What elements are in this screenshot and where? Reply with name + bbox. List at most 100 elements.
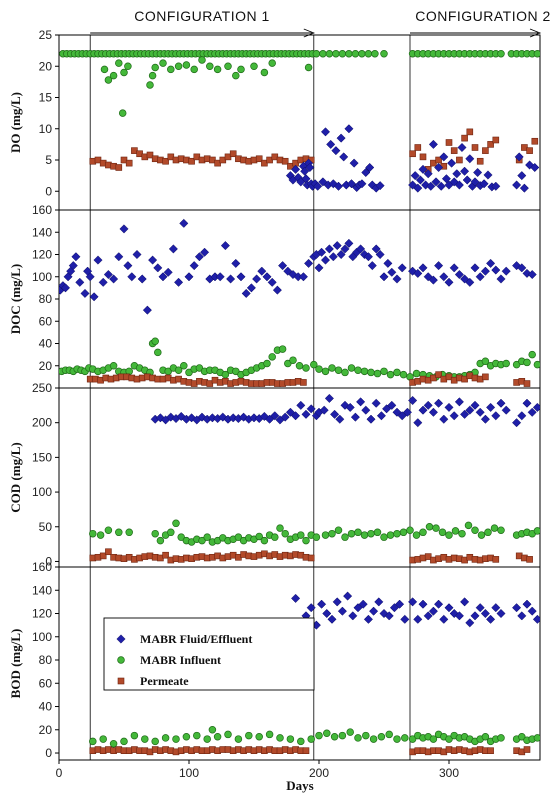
point-fluid <box>371 398 381 408</box>
point-fluid <box>166 412 176 422</box>
point-influent <box>406 526 414 534</box>
point-fluid <box>512 180 522 190</box>
point-fluid <box>252 274 262 284</box>
point-fluid <box>496 274 506 284</box>
point-fluid <box>491 265 501 275</box>
point-influent <box>268 353 276 361</box>
point-influent <box>362 731 370 740</box>
point-permeate <box>492 556 500 563</box>
point-influent <box>484 528 492 537</box>
point-fluid <box>374 597 384 607</box>
point-influent <box>464 521 473 530</box>
point-fluid <box>449 263 459 273</box>
point-permeate <box>461 375 468 383</box>
point-fluid <box>428 275 438 285</box>
point-fluid <box>320 127 331 137</box>
point-permeate <box>125 159 133 167</box>
point-fluid <box>163 267 173 277</box>
x-tick-label: 0 <box>56 766 63 780</box>
point-fluid <box>491 181 501 191</box>
point-permeate <box>445 139 453 146</box>
point-fluid <box>270 411 280 421</box>
point-fluid <box>324 244 334 254</box>
point-fluid <box>366 414 376 424</box>
y-tick-label: 100 <box>32 485 52 499</box>
point-influent <box>385 730 393 739</box>
point-influent <box>104 76 113 84</box>
point-fluid <box>344 124 354 134</box>
point-influent <box>528 350 536 359</box>
y-tick-label: 0 <box>45 184 52 198</box>
point-influent <box>174 62 183 70</box>
configuration-label: CONFIGURATION 1 <box>134 8 270 24</box>
point-fluid <box>109 274 119 284</box>
point-fluid <box>496 608 506 619</box>
point-influent <box>347 364 356 372</box>
point-fluid <box>379 272 389 282</box>
x-axis: 0 100 200 300 <box>56 760 459 780</box>
point-fluid <box>491 411 501 421</box>
point-fluid <box>197 412 207 422</box>
point-influent <box>109 739 118 748</box>
point-influent <box>193 731 201 740</box>
point-influent <box>250 62 258 70</box>
point-influent <box>354 734 362 742</box>
point-fluid <box>465 405 475 415</box>
y-axis-label: DO (mg/L) <box>8 92 23 153</box>
point-fluid <box>280 412 290 422</box>
point-influent <box>159 59 167 67</box>
series-influent <box>59 49 540 117</box>
y-tick-label: 25 <box>39 28 53 42</box>
point-influent <box>412 369 421 378</box>
point-fluid <box>527 269 537 280</box>
point-fluid <box>336 133 346 143</box>
panel-frame <box>58 566 541 761</box>
y-tick-label: 160 <box>32 560 52 574</box>
point-fluid <box>241 288 251 298</box>
point-fluid <box>314 263 324 273</box>
point-influent <box>315 365 323 373</box>
point-influent <box>367 529 375 538</box>
y-tick-label: 140 <box>32 225 52 239</box>
point-fluid <box>480 414 490 424</box>
point-fluid <box>434 599 444 609</box>
x-axis-label: Days <box>286 778 313 793</box>
point-fluid <box>267 277 277 287</box>
point-permeate <box>115 164 123 171</box>
point-fluid <box>306 603 316 613</box>
point-fluid <box>428 139 438 149</box>
point-fluid <box>179 218 189 228</box>
point-influent <box>255 532 263 541</box>
point-influent <box>477 531 486 539</box>
panels: 0 5 10 15 20 25 DO (mg/L) 20 40 60 80 100 120 140 160 D… <box>8 28 541 761</box>
point-influent <box>328 364 336 372</box>
point-fluid <box>473 167 483 178</box>
point-fluid <box>475 407 485 417</box>
point-influent <box>351 49 360 58</box>
y-tick-label: 20 <box>39 723 53 737</box>
point-influent <box>354 366 362 374</box>
point-fluid <box>332 241 342 251</box>
point-influent <box>118 109 127 117</box>
point-fluid <box>413 183 423 193</box>
point-influent <box>533 50 540 58</box>
point-fluid <box>434 261 444 271</box>
point-fluid <box>465 277 475 287</box>
point-permeate <box>255 155 263 163</box>
point-influent <box>321 531 330 539</box>
point-fluid <box>387 267 397 277</box>
y-tick-label: 80 <box>39 653 53 667</box>
point-fluid <box>184 272 194 282</box>
point-influent <box>471 526 479 534</box>
point-fluid <box>460 597 470 607</box>
point-fluid <box>447 158 457 168</box>
point-fluid <box>421 180 431 190</box>
point-fluid <box>332 597 342 607</box>
point-influent <box>412 531 421 539</box>
point-fluid <box>75 277 85 287</box>
point-fluid <box>470 400 480 410</box>
point-permeate <box>414 144 422 151</box>
point-influent <box>364 49 373 58</box>
point-fluid <box>428 407 438 417</box>
point-influent <box>276 524 284 532</box>
